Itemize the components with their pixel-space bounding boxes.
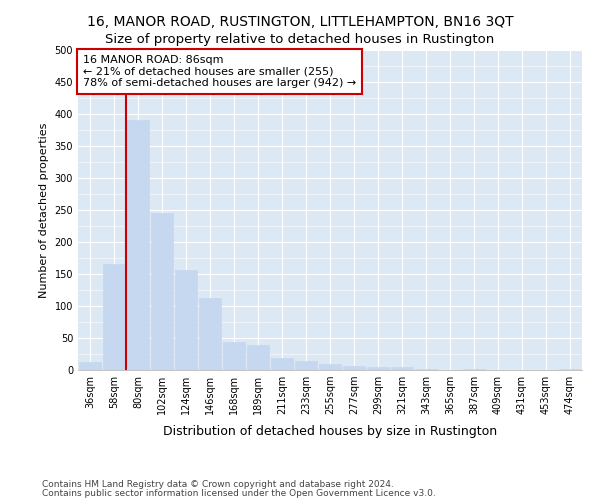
- Bar: [463, 368, 485, 370]
- Y-axis label: Number of detached properties: Number of detached properties: [39, 122, 49, 298]
- Bar: [247, 345, 269, 370]
- Bar: [127, 120, 149, 370]
- Bar: [295, 361, 317, 370]
- Bar: [151, 212, 173, 370]
- Text: Contains HM Land Registry data © Crown copyright and database right 2024.: Contains HM Land Registry data © Crown c…: [42, 480, 394, 489]
- Bar: [271, 358, 293, 370]
- Bar: [343, 366, 365, 370]
- Bar: [223, 342, 245, 370]
- Text: 16 MANOR ROAD: 86sqm
← 21% of detached houses are smaller (255)
78% of semi-deta: 16 MANOR ROAD: 86sqm ← 21% of detached h…: [83, 55, 356, 88]
- Text: Contains public sector information licensed under the Open Government Licence v3: Contains public sector information licen…: [42, 488, 436, 498]
- Bar: [319, 364, 341, 370]
- Bar: [415, 368, 437, 370]
- Bar: [175, 270, 197, 370]
- Bar: [79, 362, 101, 370]
- Bar: [367, 367, 389, 370]
- Bar: [199, 298, 221, 370]
- Bar: [391, 368, 413, 370]
- Text: Size of property relative to detached houses in Rustington: Size of property relative to detached ho…: [106, 32, 494, 46]
- X-axis label: Distribution of detached houses by size in Rustington: Distribution of detached houses by size …: [163, 426, 497, 438]
- Text: 16, MANOR ROAD, RUSTINGTON, LITTLEHAMPTON, BN16 3QT: 16, MANOR ROAD, RUSTINGTON, LITTLEHAMPTO…: [86, 15, 514, 29]
- Bar: [103, 264, 125, 370]
- Bar: [559, 368, 581, 370]
